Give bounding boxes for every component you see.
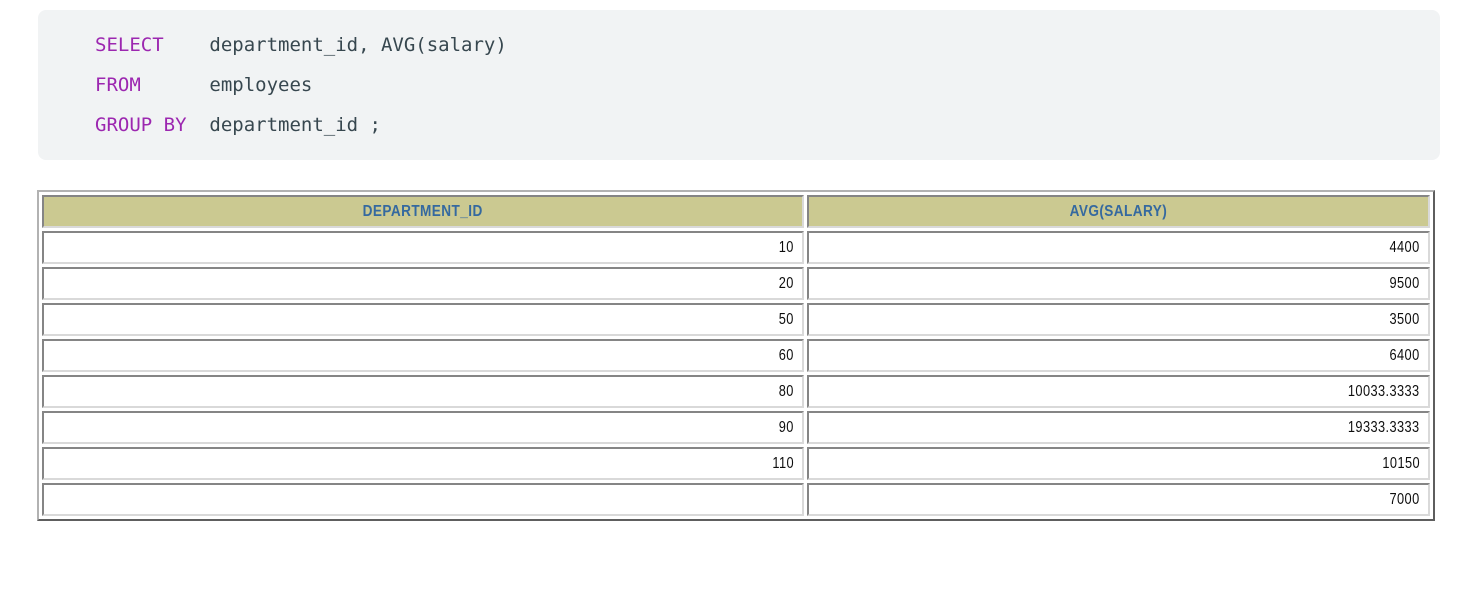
cell-value: 3500 bbox=[1389, 310, 1420, 328]
cell-value: 50 bbox=[778, 310, 794, 328]
sql-code-text: department_id ; bbox=[186, 114, 381, 136]
avg-salary-cell: 3500 bbox=[806, 303, 1430, 336]
query-results-table: DEPARTMENT_ID AVG(SALARY) 10 4400 20 950… bbox=[37, 190, 1435, 521]
department-id-cell: 10 bbox=[42, 231, 804, 264]
sql-code-text: employees bbox=[140, 74, 313, 96]
cell-value: 10 bbox=[778, 238, 794, 256]
table-row: 60 6400 bbox=[42, 339, 1430, 372]
table-row: 10 4400 bbox=[42, 231, 1430, 264]
cell-value: 10150 bbox=[1382, 454, 1420, 472]
department-id-cell: 50 bbox=[42, 303, 804, 336]
cell-value: 90 bbox=[778, 418, 794, 436]
column-header-label: AVG(SALARY) bbox=[1069, 202, 1168, 220]
column-header-department-id: DEPARTMENT_ID bbox=[42, 195, 804, 228]
cell-value: 9500 bbox=[1389, 274, 1420, 292]
sql-line-select: SELECT department_id, AVG(salary) bbox=[95, 25, 1420, 65]
department-id-cell: 110 bbox=[42, 447, 804, 480]
sql-keyword: FROM bbox=[95, 74, 141, 96]
cell-value: 6400 bbox=[1389, 346, 1420, 364]
table-row: 7000 bbox=[42, 483, 1430, 516]
avg-salary-cell: 10150 bbox=[806, 447, 1430, 480]
department-id-cell bbox=[42, 483, 804, 516]
cell-value: 7000 bbox=[1389, 490, 1420, 508]
table-row: 20 9500 bbox=[42, 267, 1430, 300]
table-row: 80 10033.3333 bbox=[42, 375, 1430, 408]
avg-salary-cell: 7000 bbox=[806, 483, 1430, 516]
department-id-cell: 90 bbox=[42, 411, 804, 444]
avg-salary-cell: 10033.3333 bbox=[806, 375, 1430, 408]
cell-value: 110 bbox=[772, 454, 794, 472]
sql-keyword: GROUP BY bbox=[95, 114, 187, 136]
sql-code-block: SELECT department_id, AVG(salary) FROM e… bbox=[38, 10, 1440, 160]
table-row: 50 3500 bbox=[42, 303, 1430, 336]
header-row: DEPARTMENT_ID AVG(SALARY) bbox=[42, 195, 1430, 228]
sql-keyword: SELECT bbox=[95, 34, 164, 56]
cell-value: 10033.3333 bbox=[1348, 382, 1420, 400]
cell-value: 20 bbox=[778, 274, 794, 292]
sql-line-group-by: GROUP BY department_id ; bbox=[95, 105, 1420, 145]
sql-code-text: department_id, AVG(salary) bbox=[163, 34, 507, 56]
column-header-avg-salary: AVG(SALARY) bbox=[806, 195, 1430, 228]
avg-salary-cell: 6400 bbox=[806, 339, 1430, 372]
table-row: 110 10150 bbox=[42, 447, 1430, 480]
cell-value: 60 bbox=[778, 346, 794, 364]
column-header-label: DEPARTMENT_ID bbox=[362, 202, 483, 220]
department-id-cell: 20 bbox=[42, 267, 804, 300]
table-row: 90 19333.3333 bbox=[42, 411, 1430, 444]
cell-value: 4400 bbox=[1389, 238, 1420, 256]
department-id-cell: 80 bbox=[42, 375, 804, 408]
cell-value: 19333.3333 bbox=[1348, 418, 1420, 436]
avg-salary-cell: 19333.3333 bbox=[806, 411, 1430, 444]
department-id-cell: 60 bbox=[42, 339, 804, 372]
avg-salary-cell: 9500 bbox=[806, 267, 1430, 300]
sql-line-from: FROM employees bbox=[95, 65, 1420, 105]
avg-salary-cell: 4400 bbox=[806, 231, 1430, 264]
cell-value: 80 bbox=[778, 382, 794, 400]
